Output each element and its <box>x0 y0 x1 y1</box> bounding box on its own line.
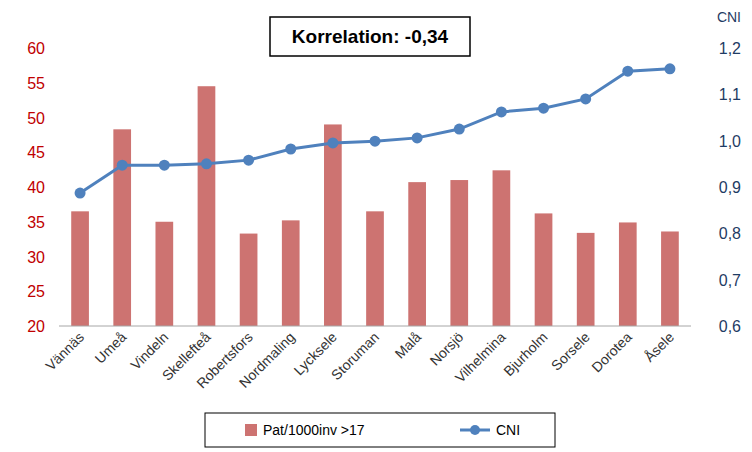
bar <box>493 170 511 326</box>
marker <box>622 66 633 77</box>
plot-marks <box>71 63 679 326</box>
y2-tick-label: 0,8 <box>719 225 741 242</box>
marker <box>159 160 170 171</box>
y-tick <box>56 291 59 292</box>
y-tick-label: 45 <box>27 144 45 161</box>
legend-label: Pat/1000inv >17 <box>263 422 365 438</box>
legend-marker <box>470 425 480 435</box>
y-tick <box>56 48 59 49</box>
y-tick <box>56 256 59 257</box>
y2-tick <box>691 326 694 327</box>
bar <box>155 222 173 326</box>
bar <box>240 234 258 326</box>
bar <box>366 211 384 326</box>
bar <box>535 213 553 326</box>
marker <box>75 188 86 199</box>
y2-tick-label: 0,7 <box>719 272 741 289</box>
x-tick-label: Vännäs <box>42 329 87 374</box>
y2-tick <box>691 279 694 280</box>
y-tick <box>56 326 59 327</box>
bar <box>71 211 89 326</box>
bar <box>450 180 468 326</box>
marker <box>117 160 128 171</box>
y2-tick <box>691 233 694 234</box>
x-tick-label: Dorotea <box>588 329 635 376</box>
y-tick-label: 50 <box>27 110 45 127</box>
marker <box>327 137 338 148</box>
y-tick-label: 60 <box>27 40 45 57</box>
x-axis <box>59 326 691 327</box>
annotation: Korrelation: -0,34 <box>292 26 449 47</box>
marker <box>285 144 296 155</box>
x-tick-label: Malå <box>391 329 424 362</box>
marker <box>412 132 423 143</box>
bar <box>282 220 300 326</box>
y2-tick <box>691 94 694 95</box>
y-tick <box>56 82 59 83</box>
y2-tick-label: 1,0 <box>719 133 741 150</box>
marker <box>580 93 591 104</box>
bar <box>661 231 679 326</box>
y-tick-label: 40 <box>27 179 45 196</box>
y2-axis-title: CNI <box>717 9 741 25</box>
y2-tick-label: 0,9 <box>719 179 741 196</box>
marker <box>370 136 381 147</box>
chart: 20 25 30 35 40 45 50 55 60 0,6 0,7 0,8 0,9 1,0 1,1 1,2 C… <box>0 0 752 452</box>
marker <box>496 106 507 117</box>
marker <box>664 63 675 74</box>
y-tick-label: 35 <box>27 214 45 231</box>
x-tick-label: Sorsele <box>548 329 593 374</box>
y2-tick-label: 0,6 <box>719 318 741 335</box>
y-tick-label: 20 <box>27 318 45 335</box>
y-tick-label: 55 <box>27 75 45 92</box>
bar <box>408 182 426 326</box>
y2-tick <box>691 140 694 141</box>
y2-tick-label: 1,1 <box>719 86 741 103</box>
bar <box>577 233 595 326</box>
x-tick-label: Bjurholm <box>500 329 550 379</box>
y-tick <box>56 152 59 153</box>
x-tick-label: Åsele <box>641 329 677 365</box>
bar <box>113 129 131 326</box>
line <box>80 69 670 193</box>
x-tick-label: Vilhelmina <box>452 329 509 386</box>
y-tick-label: 30 <box>27 249 45 266</box>
legend-box <box>205 413 555 447</box>
y-tick <box>56 187 59 188</box>
marker <box>243 155 254 166</box>
bar <box>324 124 342 326</box>
marker <box>201 158 212 169</box>
legend-label: CNI <box>496 422 520 438</box>
x-tick-label: Nordmaling <box>236 329 298 391</box>
x-tick-label: Norsjö <box>426 329 466 369</box>
y2-tick <box>691 187 694 188</box>
y2-tick <box>691 48 694 49</box>
annotation-box <box>270 17 470 56</box>
y-tick <box>56 117 59 118</box>
legend-swatch <box>245 424 257 436</box>
x-tick-label: Umeå <box>92 329 130 367</box>
marker <box>454 124 465 135</box>
y-tick <box>56 221 59 222</box>
y2-tick-label: 1,2 <box>719 40 741 57</box>
bar <box>619 222 637 326</box>
marker <box>538 103 549 114</box>
bar <box>198 86 216 326</box>
y-tick-label: 25 <box>27 283 45 300</box>
x-tick-label: Storuman <box>328 329 382 383</box>
